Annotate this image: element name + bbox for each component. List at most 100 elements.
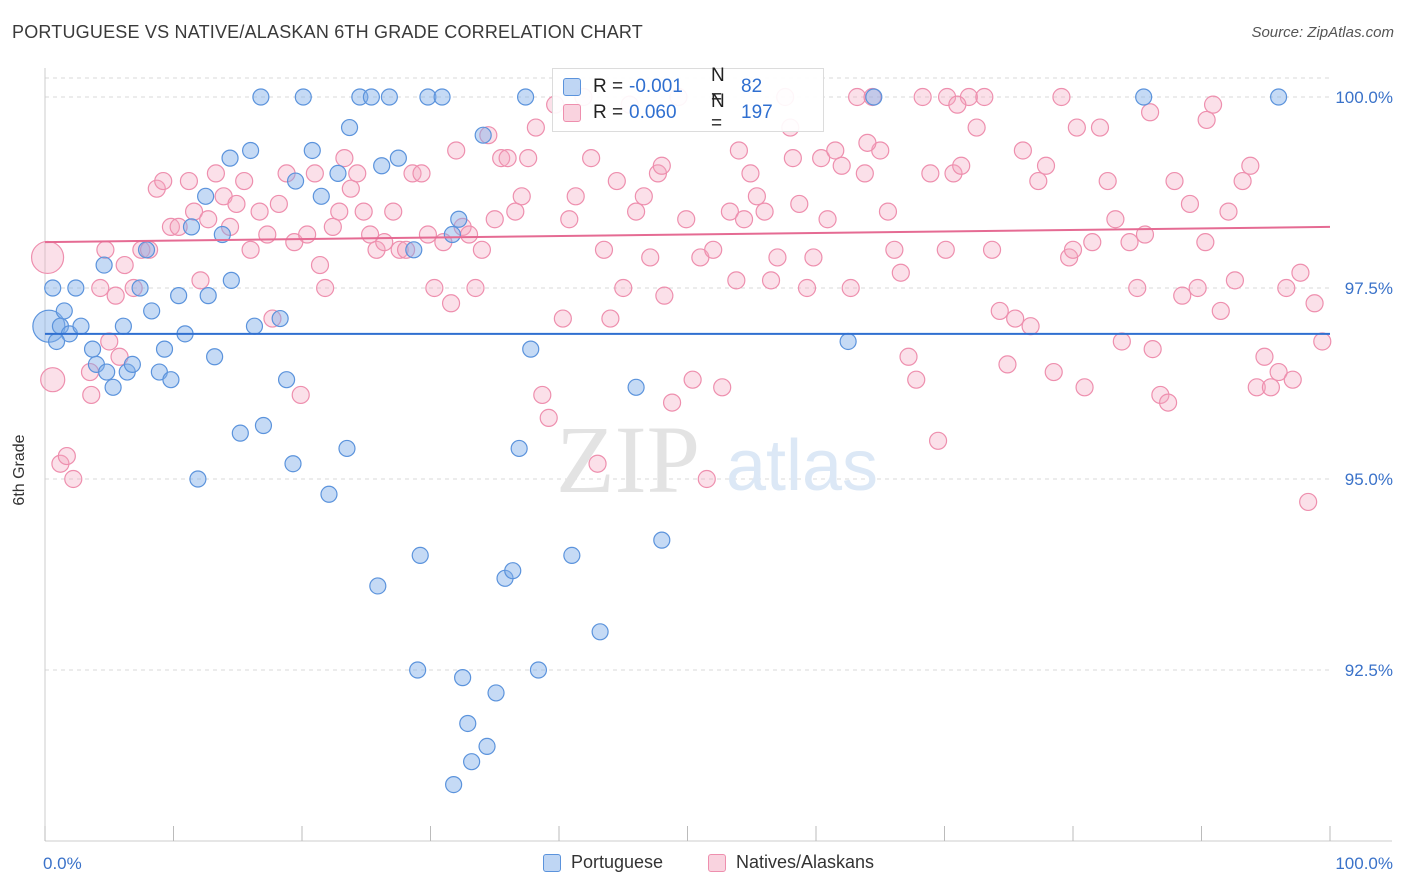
data-point (1283, 370, 1302, 389)
data-point (683, 370, 702, 389)
legend-label-natives: Natives/Alaskans (736, 852, 875, 872)
legend-n-label: N = (711, 65, 725, 108)
data-point (55, 302, 73, 320)
data-point (594, 240, 614, 259)
data-point (566, 187, 585, 206)
data-point (405, 241, 423, 259)
y-tick-labels: 92.5% 95.0% 97.5% 100.0% (1335, 88, 1393, 680)
data-point (369, 577, 387, 595)
data-point (952, 156, 971, 175)
data-point (506, 202, 525, 221)
data-point (492, 149, 511, 168)
data-point (1269, 362, 1288, 382)
data-point (162, 371, 180, 389)
data-point (1241, 156, 1260, 175)
data-point (91, 278, 110, 298)
data-point (713, 378, 732, 397)
data-point (529, 661, 548, 679)
axes (44, 68, 1392, 842)
portuguese-points (32, 88, 1288, 794)
data-point (734, 210, 754, 229)
data-point (199, 287, 217, 305)
data-point (269, 194, 288, 214)
data-point (1277, 278, 1296, 298)
data-point (184, 202, 204, 221)
data-point (1106, 210, 1125, 229)
data-point (206, 348, 224, 366)
legend-item-natives[interactable]: Natives/Alaskans (708, 852, 874, 873)
watermark-zip: ZIP (556, 406, 700, 513)
data-point (937, 87, 957, 107)
data-point (967, 118, 986, 137)
data-point (1075, 378, 1094, 397)
data-point (143, 302, 161, 320)
data-point (1299, 492, 1318, 512)
data-point (563, 546, 581, 565)
data-point (899, 347, 918, 366)
data-point (30, 240, 65, 275)
data-point (982, 240, 1002, 259)
data-point (582, 149, 601, 168)
data-point (418, 225, 438, 244)
data-point (1112, 332, 1131, 351)
legend-item-portuguese[interactable]: Portuguese (543, 852, 663, 873)
legend-r-value: -0.001 (629, 76, 683, 97)
data-point (284, 455, 302, 473)
data-point (419, 88, 437, 106)
legend-row-portuguese: R = -0.001 N = 82 (563, 65, 762, 108)
data-point (891, 263, 910, 282)
data-point (409, 661, 427, 679)
data-point (459, 714, 477, 733)
x-tick-label-max: 100.0% (1335, 854, 1393, 873)
data-point (1120, 233, 1139, 252)
data-point (832, 156, 851, 175)
data-point (277, 371, 296, 389)
legend-swatch-blue (563, 78, 581, 96)
trend-line-natives (44, 225, 1331, 244)
data-point (1006, 309, 1025, 328)
data-point (250, 202, 269, 221)
data-point (95, 256, 113, 274)
data-point (553, 309, 572, 328)
data-point (463, 753, 481, 771)
data-point (662, 393, 682, 412)
data-point (1225, 271, 1245, 290)
data-point (271, 309, 289, 328)
data-point (312, 187, 330, 205)
data-point (747, 187, 766, 206)
correlation-legend: R = -0.001 N = 82 R = 0.060 N = 197 (552, 65, 824, 134)
data-point (235, 171, 254, 191)
data-point (614, 278, 633, 298)
legend-r-label: R = (593, 76, 624, 97)
data-point (169, 217, 188, 236)
data-point (1021, 317, 1040, 336)
data-point (305, 164, 324, 183)
data-point (466, 278, 485, 298)
data-point (245, 317, 264, 335)
data-point (323, 217, 342, 236)
data-point (1313, 332, 1332, 351)
data-point (294, 88, 312, 106)
data-point (652, 156, 671, 175)
data-point (447, 141, 466, 160)
data-point (161, 217, 181, 236)
data-point (231, 424, 249, 442)
data-point (298, 225, 317, 244)
data-point (384, 202, 403, 221)
data-point (601, 309, 620, 328)
data-point (928, 431, 948, 450)
data-point (948, 95, 967, 114)
data-point (1173, 286, 1192, 305)
source-label: Source: ZipAtlas.com (1251, 24, 1394, 41)
data-point (329, 164, 347, 182)
data-point (677, 210, 696, 229)
y-tick-label: 97.5% (1345, 279, 1393, 298)
data-point (44, 279, 62, 297)
data-point (1180, 194, 1200, 214)
data-point (1219, 202, 1238, 221)
data-point (720, 202, 740, 221)
data-point (474, 126, 492, 144)
data-point (82, 385, 101, 405)
data-point (591, 623, 609, 641)
data-point (1083, 233, 1102, 252)
